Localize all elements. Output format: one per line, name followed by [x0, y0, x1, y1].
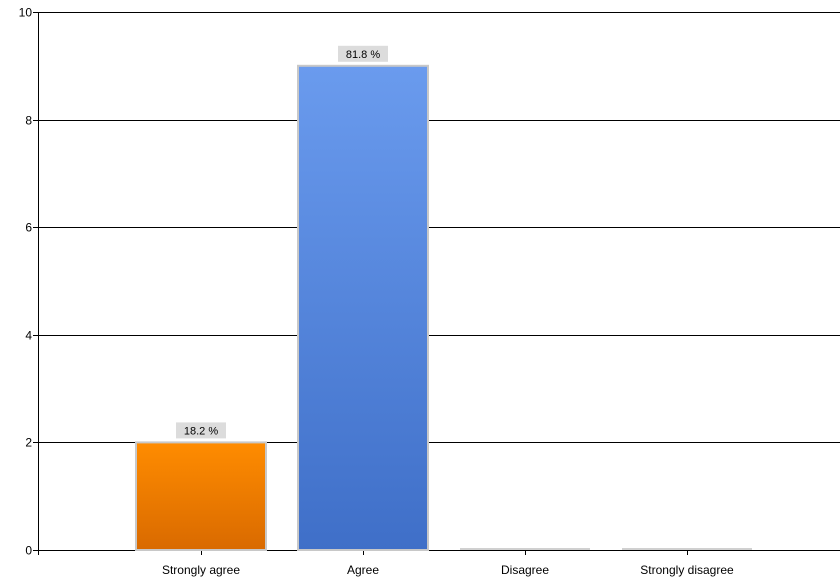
x-category-label: Strongly agree: [162, 563, 240, 577]
y-tick-label: 2: [25, 436, 32, 450]
y-tick-label: 8: [25, 114, 32, 128]
axes: [33, 12, 688, 555]
tick-labels: 0 2 4 6 8 10 Strongly agree Agree Disagree Strong…: [19, 6, 734, 578]
data-label-box: [176, 422, 226, 439]
bar-disagree: [460, 548, 590, 550]
y-tick-label: 0: [25, 544, 32, 558]
data-label-box: [338, 45, 388, 62]
x-category-label: Strongly disagree: [640, 563, 734, 577]
x-category-label: Agree: [347, 563, 379, 577]
y-tick-label: 4: [25, 329, 32, 343]
y-tick-label: 10: [19, 6, 33, 20]
data-label: 81.8 %: [346, 49, 380, 61]
data-labels: 18.2 % 81.8 %: [176, 45, 388, 439]
bars: [135, 64, 752, 552]
bar-strongly-disagree: [622, 548, 752, 550]
data-label: 18.2 %: [184, 425, 218, 437]
bar-strongly-agree: [135, 441, 267, 551]
bar-agree: [297, 64, 429, 552]
y-tick-label: 6: [25, 221, 32, 235]
x-category-label: Disagree: [501, 563, 549, 577]
